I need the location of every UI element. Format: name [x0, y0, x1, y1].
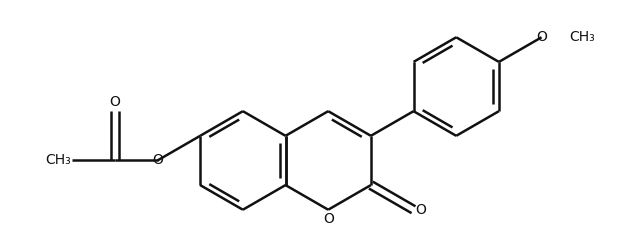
- Text: O: O: [536, 30, 547, 44]
- Text: O: O: [415, 203, 426, 217]
- Text: CH₃: CH₃: [45, 153, 71, 167]
- Text: O: O: [109, 95, 120, 109]
- Text: O: O: [152, 153, 163, 167]
- Text: CH₃: CH₃: [569, 30, 595, 44]
- Text: O: O: [323, 212, 333, 226]
